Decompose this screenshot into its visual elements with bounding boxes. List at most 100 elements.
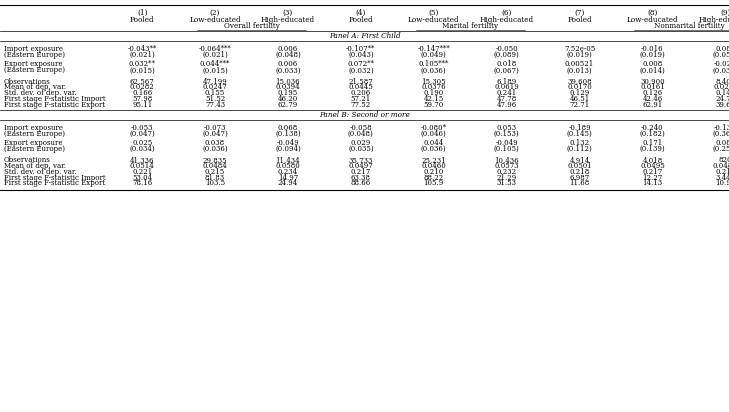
Text: (0.036): (0.036) <box>421 66 447 75</box>
Text: First stage F-statistic Import: First stage F-statistic Import <box>4 173 105 182</box>
Text: 47.96: 47.96 <box>496 101 517 109</box>
Text: 6,189: 6,189 <box>496 77 517 86</box>
Text: 57.98: 57.98 <box>132 95 152 103</box>
Text: 0.217: 0.217 <box>351 168 371 176</box>
Text: (5): (5) <box>429 8 439 16</box>
Text: 0.068: 0.068 <box>278 124 298 132</box>
Text: 35,733: 35,733 <box>348 156 373 164</box>
Text: Export exposure: Export exposure <box>4 139 62 147</box>
Text: (0.032): (0.032) <box>348 66 374 75</box>
Text: 0.206: 0.206 <box>351 89 371 97</box>
Text: 105.9: 105.9 <box>424 179 444 187</box>
Text: -0.053: -0.053 <box>131 124 153 132</box>
Text: (0.048): (0.048) <box>275 51 301 59</box>
Text: Pooled: Pooled <box>348 16 373 24</box>
Text: 0.006: 0.006 <box>278 60 298 68</box>
Text: (0.019): (0.019) <box>566 51 593 59</box>
Text: Panel B: Second or more: Panel B: Second or more <box>319 111 410 119</box>
Text: 0.141: 0.141 <box>715 89 729 97</box>
Text: 0.0170: 0.0170 <box>567 83 592 91</box>
Text: (1): (1) <box>137 8 147 16</box>
Text: Observations: Observations <box>4 156 50 164</box>
Text: 0.0573: 0.0573 <box>494 162 519 170</box>
Text: 41,336: 41,336 <box>130 156 155 164</box>
Text: 21.29: 21.29 <box>496 173 517 182</box>
Text: 10.92: 10.92 <box>715 179 729 187</box>
Text: (0.036): (0.036) <box>421 145 447 153</box>
Text: 62.79: 62.79 <box>278 101 298 109</box>
Text: First stage F-statistic Export: First stage F-statistic Export <box>4 101 105 109</box>
Text: First stage F-statistic Import: First stage F-statistic Import <box>4 95 105 103</box>
Text: (0.015): (0.015) <box>129 66 155 75</box>
Text: 0.006: 0.006 <box>278 45 298 53</box>
Text: 0.171: 0.171 <box>642 139 663 147</box>
Text: (Eastern Europe): (Eastern Europe) <box>4 145 65 153</box>
Text: 0.0394: 0.0394 <box>276 83 300 91</box>
Text: 77.43: 77.43 <box>205 101 225 109</box>
Text: (0.021): (0.021) <box>202 51 228 59</box>
Text: 820: 820 <box>719 156 729 164</box>
Text: 0.0495: 0.0495 <box>640 162 665 170</box>
Text: 62.91: 62.91 <box>642 101 663 109</box>
Text: 72.71: 72.71 <box>569 101 590 109</box>
Text: (0.067): (0.067) <box>494 66 520 75</box>
Text: 95.11: 95.11 <box>132 101 152 109</box>
Text: 31.53: 31.53 <box>496 179 517 187</box>
Text: 0.0247: 0.0247 <box>203 83 227 91</box>
Text: 63.38: 63.38 <box>351 173 371 182</box>
Text: 0.155: 0.155 <box>205 89 225 97</box>
Text: 0.0445: 0.0445 <box>348 83 373 91</box>
Text: 12.27: 12.27 <box>642 173 663 182</box>
Text: 25,231: 25,231 <box>421 156 446 164</box>
Text: 53.04: 53.04 <box>132 173 152 182</box>
Text: High-educated: High-educated <box>480 16 534 24</box>
Text: 88.22: 88.22 <box>424 173 444 182</box>
Text: 6.987: 6.987 <box>569 173 590 182</box>
Text: (0.089): (0.089) <box>494 51 520 59</box>
Text: 0.0488: 0.0488 <box>713 162 729 170</box>
Text: 4,914: 4,914 <box>569 156 590 164</box>
Text: 78.16: 78.16 <box>132 179 152 187</box>
Text: 62,567: 62,567 <box>130 77 155 86</box>
Text: (0.047): (0.047) <box>129 130 155 138</box>
Text: Observations: Observations <box>4 77 50 86</box>
Text: (0.138): (0.138) <box>275 130 301 138</box>
Text: (Eastern Europe): (Eastern Europe) <box>4 66 65 75</box>
Text: (0.047): (0.047) <box>202 130 228 138</box>
Text: 57.21: 57.21 <box>351 95 371 103</box>
Text: 0.105***: 0.105*** <box>418 60 449 68</box>
Text: 0.018: 0.018 <box>496 60 517 68</box>
Text: Low-educated: Low-educated <box>408 16 459 24</box>
Text: 0.215: 0.215 <box>205 168 225 176</box>
Text: 0.008: 0.008 <box>642 60 663 68</box>
Text: 0.083: 0.083 <box>715 139 729 147</box>
Text: -0.058: -0.058 <box>349 124 373 132</box>
Text: Import exposure: Import exposure <box>4 124 63 132</box>
Text: 0.044***: 0.044*** <box>200 60 230 68</box>
Text: Marital fertility: Marital fertility <box>443 22 498 30</box>
Text: Pooled: Pooled <box>567 16 592 24</box>
Text: (9): (9) <box>720 8 729 16</box>
Text: -0.016: -0.016 <box>641 45 664 53</box>
Text: 0.0161: 0.0161 <box>640 83 665 91</box>
Text: 0.0497: 0.0497 <box>348 162 373 170</box>
Text: 0.053: 0.053 <box>496 124 517 132</box>
Text: 42.15: 42.15 <box>424 95 444 103</box>
Text: 0.241: 0.241 <box>496 89 517 97</box>
Text: 0.0203: 0.0203 <box>713 83 729 91</box>
Text: (3): (3) <box>283 8 293 16</box>
Text: Low-educated: Low-educated <box>190 16 241 24</box>
Text: -0.136: -0.136 <box>714 124 729 132</box>
Text: Mean of dep. var.: Mean of dep. var. <box>4 83 66 91</box>
Text: 51.52: 51.52 <box>205 95 225 103</box>
Text: 42.46: 42.46 <box>642 95 663 103</box>
Text: (0.015): (0.015) <box>202 66 228 75</box>
Text: Std. dev. of dep. var.: Std. dev. of dep. var. <box>4 168 77 176</box>
Text: 14.97: 14.97 <box>278 173 298 182</box>
Text: 0.126: 0.126 <box>642 89 663 97</box>
Text: 0.029: 0.029 <box>351 139 371 147</box>
Text: 8,409: 8,409 <box>715 77 729 86</box>
Text: 15,305: 15,305 <box>421 77 446 86</box>
Text: -0.049: -0.049 <box>495 139 518 147</box>
Text: 81.83: 81.83 <box>205 173 225 182</box>
